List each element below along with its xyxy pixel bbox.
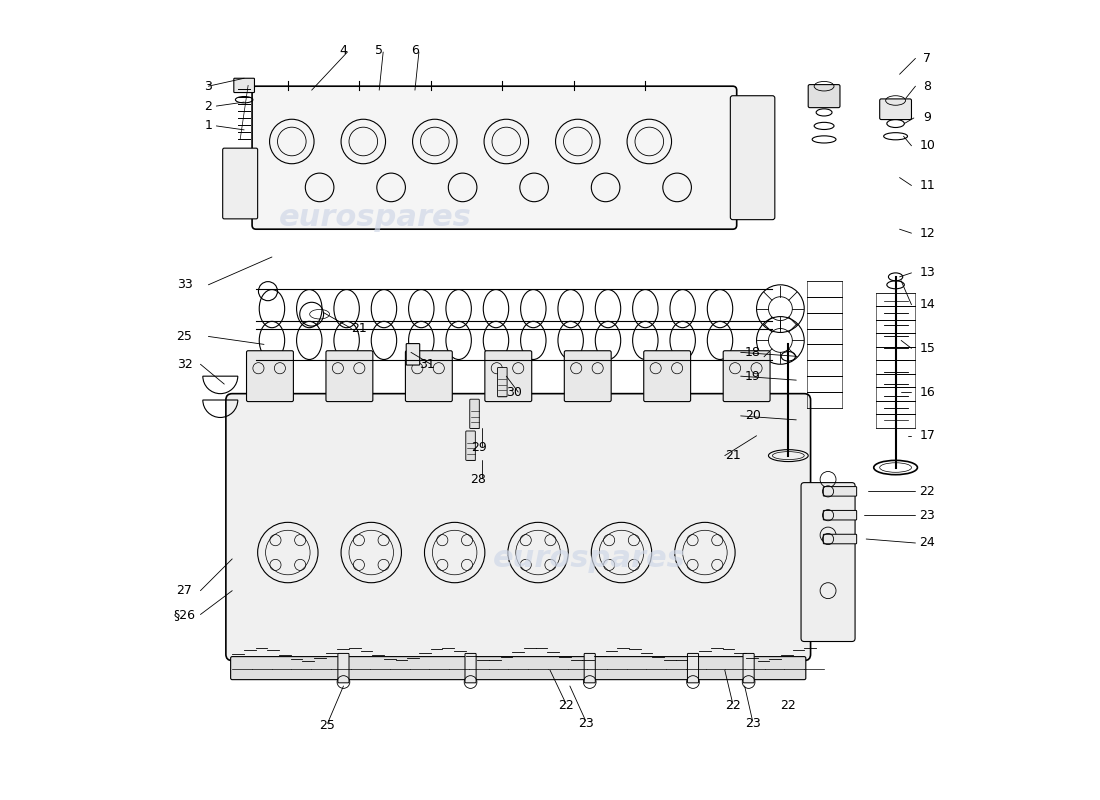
FancyBboxPatch shape: [226, 394, 811, 661]
FancyBboxPatch shape: [470, 399, 480, 429]
Text: 20: 20: [745, 410, 760, 422]
Text: 18: 18: [745, 346, 760, 359]
Text: 25: 25: [320, 719, 336, 732]
FancyBboxPatch shape: [880, 99, 912, 119]
Text: 17: 17: [920, 430, 935, 442]
FancyBboxPatch shape: [465, 654, 476, 683]
FancyBboxPatch shape: [406, 350, 452, 402]
Text: 22: 22: [781, 699, 796, 712]
Text: 23: 23: [745, 717, 760, 730]
FancyBboxPatch shape: [823, 510, 857, 520]
Text: §26: §26: [174, 608, 196, 621]
FancyBboxPatch shape: [744, 654, 755, 683]
Text: 21: 21: [725, 449, 740, 462]
FancyBboxPatch shape: [823, 486, 857, 496]
FancyBboxPatch shape: [338, 654, 349, 683]
Text: 24: 24: [920, 537, 935, 550]
Text: 7: 7: [923, 52, 932, 65]
FancyBboxPatch shape: [497, 367, 507, 397]
Text: 2: 2: [205, 99, 212, 113]
Text: 31: 31: [419, 358, 435, 370]
Text: 4: 4: [340, 44, 348, 57]
Text: 25: 25: [177, 330, 192, 343]
Text: 23: 23: [578, 717, 594, 730]
FancyBboxPatch shape: [252, 86, 737, 229]
FancyBboxPatch shape: [485, 350, 531, 402]
Text: 32: 32: [177, 358, 192, 370]
Text: 29: 29: [471, 441, 486, 454]
Text: 11: 11: [920, 179, 935, 192]
Text: 28: 28: [471, 473, 486, 486]
FancyBboxPatch shape: [234, 78, 254, 93]
Text: 12: 12: [920, 226, 935, 240]
FancyBboxPatch shape: [246, 350, 294, 402]
Text: eurospares: eurospares: [278, 202, 472, 232]
Text: 8: 8: [923, 80, 932, 93]
FancyBboxPatch shape: [406, 343, 420, 365]
FancyBboxPatch shape: [644, 350, 691, 402]
Text: eurospares: eurospares: [493, 544, 686, 574]
FancyBboxPatch shape: [823, 534, 857, 544]
FancyBboxPatch shape: [723, 350, 770, 402]
FancyBboxPatch shape: [808, 85, 840, 108]
Text: 1: 1: [205, 119, 212, 133]
Text: 16: 16: [920, 386, 935, 398]
Text: 3: 3: [205, 80, 212, 93]
FancyBboxPatch shape: [326, 350, 373, 402]
Text: 21: 21: [352, 322, 367, 335]
Text: 10: 10: [920, 139, 935, 152]
Text: 6: 6: [411, 44, 419, 57]
Text: 30: 30: [506, 386, 522, 398]
Text: 33: 33: [177, 278, 192, 291]
FancyBboxPatch shape: [465, 431, 475, 460]
FancyBboxPatch shape: [730, 96, 774, 220]
FancyBboxPatch shape: [564, 350, 612, 402]
FancyBboxPatch shape: [688, 654, 698, 683]
Text: 22: 22: [558, 699, 574, 712]
Text: 13: 13: [920, 266, 935, 279]
Text: 22: 22: [725, 699, 740, 712]
FancyBboxPatch shape: [584, 654, 595, 683]
Text: 14: 14: [920, 298, 935, 311]
FancyBboxPatch shape: [231, 657, 806, 680]
FancyBboxPatch shape: [801, 482, 855, 642]
Text: 23: 23: [920, 509, 935, 522]
Text: 19: 19: [745, 370, 760, 382]
FancyBboxPatch shape: [222, 148, 257, 219]
Text: 5: 5: [375, 44, 383, 57]
Text: 22: 22: [920, 485, 935, 498]
Text: 9: 9: [923, 111, 932, 125]
Text: 15: 15: [920, 342, 935, 355]
Text: 27: 27: [177, 584, 192, 597]
